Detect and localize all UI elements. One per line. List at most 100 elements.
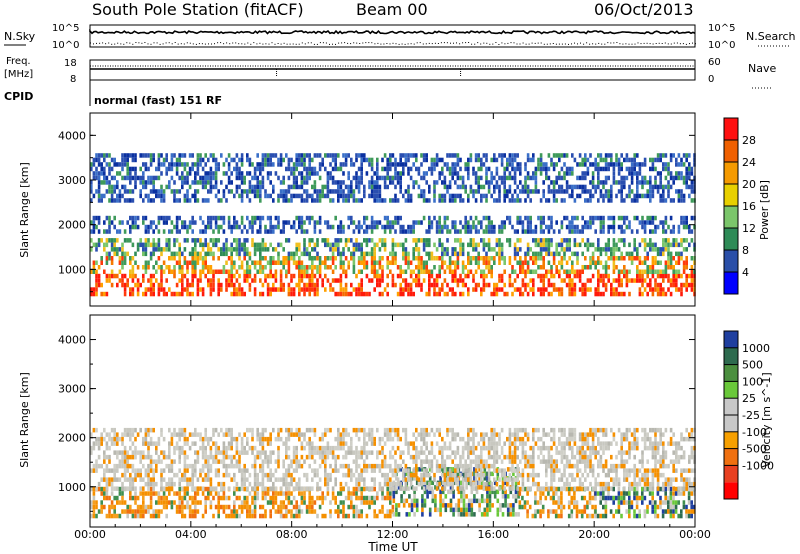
heatmap-cell [641, 162, 644, 167]
heatmap-cell [602, 291, 605, 297]
heatmap-cell [129, 454, 132, 460]
freq-tick-top: 18 [64, 58, 77, 69]
heatmap-cell [110, 436, 114, 442]
heatmap-cell [581, 171, 584, 176]
heatmap-cell [181, 251, 184, 257]
heatmap-cell [428, 256, 431, 261]
heatmap-cell [116, 251, 119, 257]
heatmap-cell [628, 171, 631, 176]
heatmap-cell [123, 291, 127, 297]
heatmap-cell [295, 500, 298, 505]
heatmap-cell [196, 180, 200, 185]
heatmap-cell [625, 166, 629, 172]
heatmap-cell [261, 256, 265, 261]
heatmap-cell [643, 220, 647, 225]
heatmap-cell [607, 162, 610, 167]
heatmap-cell [123, 472, 127, 478]
heatmap-cell [646, 251, 649, 257]
heatmap-cell [214, 242, 218, 248]
heatmap-cell [90, 468, 93, 473]
heatmap-cell [303, 189, 306, 194]
heatmap-cell [308, 291, 311, 297]
heatmap-cell [274, 260, 278, 265]
heatmap-cell [630, 256, 634, 261]
heatmap-cell [365, 291, 369, 297]
heatmap-cell [513, 189, 517, 194]
heatmap-cell [160, 184, 163, 190]
heatmap-cell [584, 282, 587, 288]
heatmap-cell [129, 509, 132, 514]
heatmap-cell [329, 282, 332, 288]
heatmap-cell [396, 171, 400, 176]
heatmap-cell [430, 256, 434, 261]
heatmap-cell [433, 265, 436, 270]
heatmap-cell [201, 291, 205, 297]
heatmap-cell [282, 504, 285, 510]
heatmap-cell [383, 215, 387, 221]
nave-tick-bottom: 0 [708, 74, 714, 85]
heatmap-cell [485, 198, 488, 203]
heatmap-cell [129, 198, 132, 203]
heatmap-cell [196, 162, 200, 167]
nsearch-point [392, 42, 394, 44]
heatmap-cell [108, 251, 111, 257]
heatmap-cell [326, 278, 330, 283]
heatmap-cell [612, 500, 615, 505]
heatmap-cell [495, 198, 499, 203]
heatmap-cell [113, 495, 116, 501]
heatmap-cell [186, 260, 189, 265]
heatmap-cell [144, 184, 148, 190]
heatmap-cell [90, 500, 93, 505]
heatmap-cell [597, 180, 600, 185]
heatmap-cell [480, 480, 484, 486]
heatmap-cell [381, 265, 384, 270]
heatmap-cell [352, 509, 356, 514]
heatmap-cell [563, 256, 566, 261]
heatmap-cell [339, 193, 343, 199]
heatmap-cell [188, 282, 192, 288]
heatmap-cell [376, 242, 379, 248]
heatmap-cell [95, 513, 98, 519]
heatmap-cell [105, 215, 109, 221]
heatmap-cell [147, 166, 150, 172]
heatmap-cell [142, 513, 145, 519]
heatmap-cell [373, 220, 376, 225]
heatmap-cell [155, 260, 158, 265]
heatmap-cell [347, 513, 350, 519]
heatmap-cell [576, 260, 579, 265]
heatmap-cell [404, 238, 408, 243]
heatmap-cell [264, 513, 267, 519]
heatmap-cell [222, 171, 226, 176]
heatmap-cell [103, 269, 106, 274]
heatmap-cell [421, 498, 424, 504]
heatmap-cell [378, 238, 382, 243]
heatmap-cell [495, 291, 499, 297]
heatmap-cell [389, 500, 392, 505]
heatmap-cell [482, 184, 486, 190]
heatmap-cell [97, 171, 101, 176]
heatmap-cell [620, 215, 623, 221]
heatmap-cell [610, 198, 613, 203]
heatmap-cell [682, 153, 686, 158]
heatmap-cell [526, 157, 530, 163]
heatmap-cell [261, 265, 265, 270]
heatmap-cell [415, 480, 419, 486]
heatmap-cell [90, 291, 93, 297]
heatmap-cell [199, 175, 202, 181]
heatmap-cell [685, 287, 688, 292]
nsearch-point [165, 42, 167, 44]
heatmap-cell [251, 184, 254, 190]
heatmap-cell [376, 193, 379, 199]
heatmap-cell [395, 507, 398, 513]
heatmap-cell [628, 184, 631, 190]
heatmap-cell [272, 287, 275, 292]
heatmap-cell [394, 251, 397, 257]
heatmap-cell [152, 491, 155, 496]
heatmap-cell [578, 242, 582, 248]
heatmap-cell [659, 504, 662, 510]
heatmap-cell [521, 504, 524, 510]
heatmap-cell [654, 260, 657, 265]
heatmap-cell [565, 224, 569, 230]
heatmap-cell [430, 171, 434, 176]
heatmap-cell [617, 504, 621, 510]
